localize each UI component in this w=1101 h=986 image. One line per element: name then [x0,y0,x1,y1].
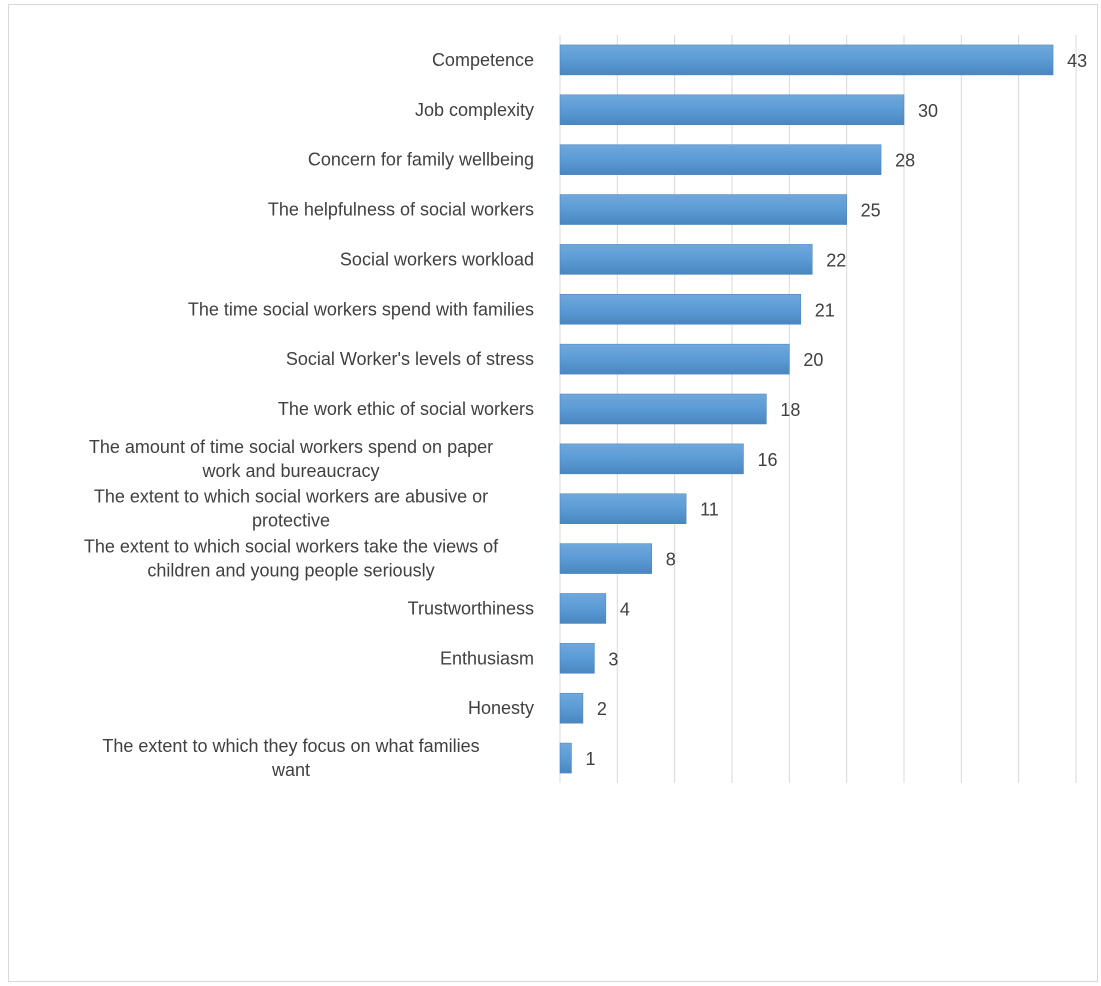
data-label: 22 [826,250,846,270]
bar [559,643,595,674]
category-label-line: The extent to which social workers are a… [94,487,488,507]
category-label: Honesty [468,698,534,718]
category-label-line: Social Worker's levels of stress [286,349,534,369]
bars [559,44,1054,774]
data-label: 25 [861,201,881,221]
category-label: Job complexity [415,100,534,120]
data-label: 20 [803,350,823,370]
category-label: The extent to which they focus on what f… [102,736,479,780]
bar [559,493,687,524]
bar [559,194,847,225]
category-label-line: Trustworthiness [408,598,534,618]
category-label-line: Competence [432,50,534,70]
category-label: Competence [432,50,534,70]
category-label-line: The amount of time social workers spend … [89,437,493,457]
data-label: 18 [780,400,800,420]
category-label-line: The work ethic of social workers [278,399,534,419]
bar [559,294,802,325]
category-label: The helpfulness of social workers [268,200,534,220]
category-label-line: The extent to which social workers take … [84,537,499,557]
category-label: The work ethic of social workers [278,399,534,419]
bar [559,94,905,126]
category-label: Social workers workload [340,249,534,269]
data-label: 3 [608,649,618,669]
bar-chart: Competence Job complexity Concern for fami… [84,35,1087,783]
bar [559,244,813,275]
data-label: 16 [757,450,777,470]
data-label: 2 [597,699,607,719]
category-label-line: Honesty [468,698,534,718]
bar [559,742,572,774]
data-label: 1 [585,749,595,769]
category-label-line: children and young people seriously [147,561,434,581]
data-label: 43 [1067,51,1087,71]
bar [559,393,767,425]
category-label-line: Concern for family wellbeing [308,150,534,170]
category-labels: Competence Job complexity Concern for fami… [84,50,534,780]
category-label: The extent to which social workers are a… [94,487,488,531]
category-label: The amount of time social workers spend … [89,437,493,481]
category-label: Concern for family wellbeing [308,150,534,170]
category-label-line: Enthusiasm [440,648,534,668]
category-label-line: work and bureaucracy [201,461,379,481]
bar [559,144,882,175]
bar [559,44,1054,76]
category-label: Trustworthiness [408,598,534,618]
bar [559,443,744,475]
category-label-line: The time social workers spend with famil… [188,299,534,319]
data-label: 4 [620,599,630,619]
data-label: 21 [815,300,835,320]
bar [559,593,607,624]
category-label: The time social workers spend with famil… [188,299,534,319]
data-label: 28 [895,151,915,171]
category-label-line: Job complexity [415,100,534,120]
chart-frame: Competence Job complexity Concern for fami… [8,4,1098,982]
category-label: The extent to which social workers take … [84,537,499,581]
category-label-line: want [271,760,310,780]
category-label: Social Worker's levels of stress [286,349,534,369]
data-label: 30 [918,101,938,121]
category-label-line: The helpfulness of social workers [268,200,534,220]
bar [559,692,584,724]
category-label: Enthusiasm [440,648,534,668]
data-label: 11 [700,500,719,520]
data-label: 8 [666,550,676,570]
category-label-line: The extent to which they focus on what f… [102,736,479,756]
bar [559,543,652,574]
bar [559,343,790,375]
category-label-line: Social workers workload [340,249,534,269]
category-label-line: protective [252,511,330,531]
